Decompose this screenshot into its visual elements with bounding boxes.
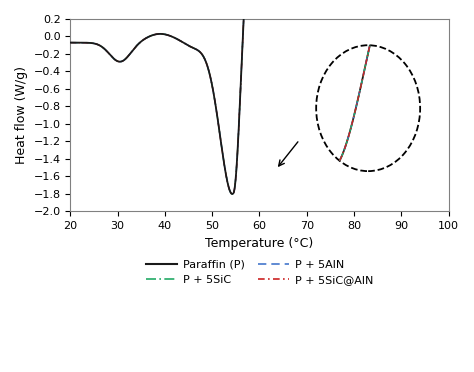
Legend: Paraffin (P), P + 5SiC, P + 5AlN, P + 5SiC@AlN: Paraffin (P), P + 5SiC, P + 5AlN, P + 5S…	[142, 255, 377, 290]
Y-axis label: Heat flow (W/g): Heat flow (W/g)	[15, 66, 28, 164]
X-axis label: Temperature (°C): Temperature (°C)	[205, 237, 314, 250]
